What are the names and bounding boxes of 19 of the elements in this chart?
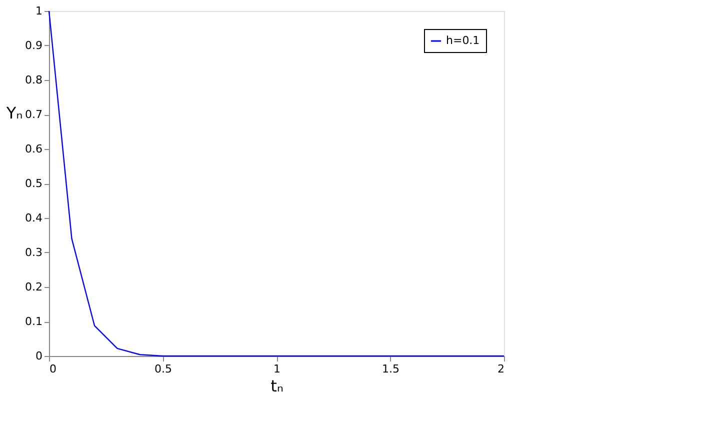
y-tick-label: 0.4 xyxy=(25,212,42,224)
y-tick-label: 0.1 xyxy=(25,315,42,328)
x-axis-title: tₙ xyxy=(270,376,284,396)
y-tick-label: 0.5 xyxy=(25,177,42,190)
y-tick-label: 0.6 xyxy=(25,142,42,156)
x-tick-label: 1 xyxy=(274,362,280,376)
y-tick-label: 0 xyxy=(36,350,42,362)
y-axis-title: Yₙ xyxy=(5,104,23,122)
y-tick-label: 0.9 xyxy=(25,39,42,52)
x-tick-label: 1.5 xyxy=(382,362,400,376)
y-tick-label: 1 xyxy=(36,4,42,18)
legend-label: h=0.1 xyxy=(446,34,480,47)
y-tick-label: 0.2 xyxy=(25,280,42,294)
x-tick-label: 0 xyxy=(50,362,56,376)
y-tick-label: 0.3 xyxy=(25,246,42,259)
y-tick-label: 0.8 xyxy=(25,74,42,86)
x-tick-label: 0.5 xyxy=(154,362,172,376)
y-tick-label: 0.7 xyxy=(25,108,42,121)
x-tick-label: 2 xyxy=(498,362,504,376)
